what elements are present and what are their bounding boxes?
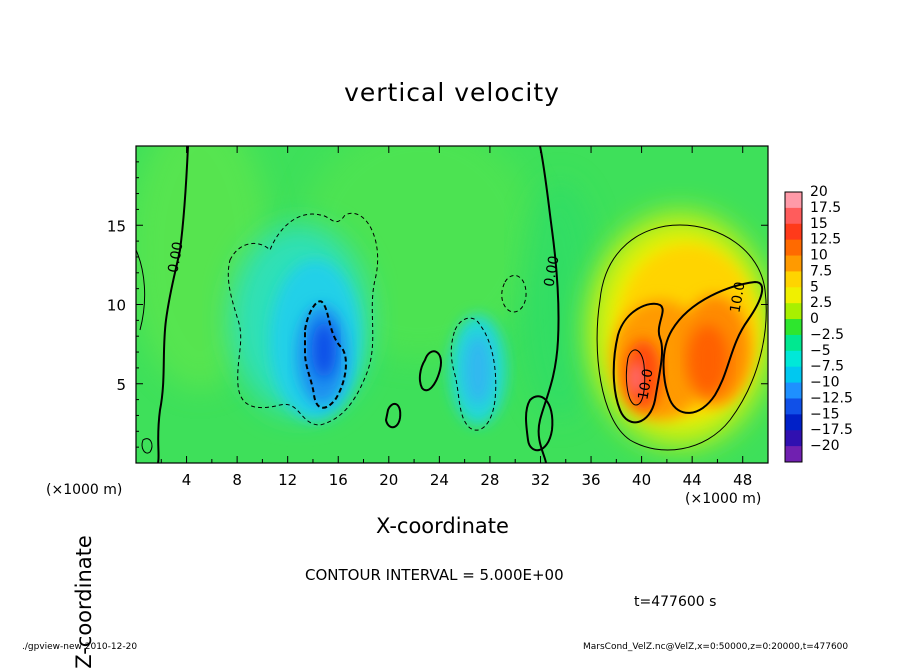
x-tick-label: 20 bbox=[379, 471, 398, 489]
y-tick-label: 5 bbox=[116, 376, 126, 394]
colorbar-label: 2.5 bbox=[810, 295, 832, 311]
zero-contour-left bbox=[157, 146, 189, 463]
colorbar-swatch bbox=[785, 398, 802, 415]
colorbar-label: −17.5 bbox=[810, 422, 853, 438]
colorbar-label: −15 bbox=[810, 406, 840, 422]
colorbar-label: 17.5 bbox=[810, 200, 841, 216]
colorbar-swatch bbox=[785, 382, 802, 399]
x-axis-label: X-coordinate bbox=[376, 514, 509, 538]
x-tick-label: 36 bbox=[581, 471, 600, 489]
neg-contour-inner bbox=[304, 300, 347, 409]
x-tick-label: 32 bbox=[531, 471, 550, 489]
colorbar-label: 12.5 bbox=[810, 232, 841, 248]
x-tick-label: 8 bbox=[232, 471, 242, 489]
colorbar-label: 15 bbox=[810, 216, 828, 232]
chart-title: vertical velocity bbox=[344, 78, 560, 107]
time-label: t=477600 s bbox=[634, 594, 717, 610]
y-tick-label: 15 bbox=[107, 217, 126, 235]
colorbar-swatch bbox=[785, 366, 802, 384]
colorbar-swatch bbox=[785, 319, 802, 336]
contour-interval: CONTOUR INTERVAL = 5.000E+00 bbox=[305, 566, 564, 584]
colorbar-label: −7.5 bbox=[810, 359, 844, 375]
colorbar-swatch bbox=[785, 350, 802, 368]
zero-contour-blob3 bbox=[525, 395, 554, 452]
x-tick-label: 44 bbox=[683, 471, 702, 489]
contour-label: 10.0 bbox=[635, 368, 656, 401]
contour-10-right bbox=[662, 280, 764, 414]
heatmap-field bbox=[136, 146, 768, 463]
y-tick-label: 10 bbox=[107, 297, 126, 315]
x-tick-label: 12 bbox=[278, 471, 297, 489]
neg-contour-edge bbox=[141, 438, 153, 454]
colorbar-label: 7.5 bbox=[810, 263, 832, 279]
x-tick-label: 4 bbox=[182, 471, 192, 489]
zero-contour-blob2 bbox=[384, 402, 402, 429]
x-tick-label: 28 bbox=[480, 471, 499, 489]
contour-label: 0.00 bbox=[541, 255, 562, 288]
contour-5 bbox=[596, 224, 767, 451]
colorbar-label: 10 bbox=[810, 248, 828, 264]
x-tick-label: 48 bbox=[733, 471, 752, 489]
y-axis-unit: (×1000 m) bbox=[46, 482, 123, 498]
x-tick-label: 24 bbox=[430, 471, 449, 489]
neg-contour-mid bbox=[450, 317, 497, 431]
contour-label: 10.0 bbox=[727, 281, 748, 314]
colorbar-frame bbox=[784, 191, 803, 463]
neg-contour-outer bbox=[227, 212, 379, 426]
zero-contour-right bbox=[537, 146, 560, 463]
colorbar-swatch bbox=[785, 430, 802, 447]
contour-10-left bbox=[612, 302, 664, 424]
colorbar-label: 20 bbox=[810, 184, 828, 200]
colorbar-label: 0 bbox=[810, 311, 819, 327]
contour-lines bbox=[136, 146, 767, 463]
colorbar-label: −20 bbox=[810, 438, 840, 454]
colorbar-label: −12.5 bbox=[810, 390, 853, 406]
colorbar-swatch bbox=[785, 303, 802, 320]
colorbar-swatch bbox=[785, 255, 802, 272]
footer-right: MarsCond_VelZ.nc@VelZ,x=0:50000,z=0:2000… bbox=[583, 642, 849, 652]
colorbar-label: 5 bbox=[810, 279, 819, 295]
colorbar-label: −5 bbox=[810, 343, 831, 359]
footer-left: ./gpview-new 2010-12-20 bbox=[22, 642, 138, 652]
x-tick-label: 16 bbox=[329, 471, 348, 489]
x-axis-unit: (×1000 m) bbox=[685, 491, 762, 507]
colorbar-swatch bbox=[785, 239, 802, 257]
colorbar-swatch bbox=[785, 271, 802, 288]
colorbar-swatch bbox=[785, 334, 802, 352]
colorbar-swatch bbox=[785, 207, 802, 225]
contour-5-edge bbox=[136, 249, 146, 331]
x-axis-ticks: 4 8 12 16 20 24 28 32 36 40 44 48 bbox=[160, 146, 752, 489]
colorbar-swatch bbox=[785, 414, 802, 431]
x-tick-label: 40 bbox=[632, 471, 651, 489]
zero-contour-blob1 bbox=[418, 350, 442, 392]
contour-label: 0.00 bbox=[165, 241, 186, 274]
contour-15 bbox=[625, 349, 646, 406]
y-axis-ticks: 5 10 15 bbox=[107, 161, 768, 448]
colorbar-swatch bbox=[785, 192, 802, 209]
colorbar-label: −2.5 bbox=[810, 327, 844, 343]
colorbar-swatch bbox=[785, 446, 802, 463]
colorbar-label: −10 bbox=[810, 375, 840, 391]
colorbar-swatch bbox=[785, 223, 802, 241]
colorbar-swatch bbox=[785, 287, 802, 304]
colorbar: 2017.51512.5107.552.50−2.5−5−7.5−10−12.5… bbox=[784, 184, 853, 463]
contour-labels: 0.00 0.00 10.0 10.0 bbox=[165, 241, 748, 401]
neg-contour-small bbox=[501, 274, 527, 313]
